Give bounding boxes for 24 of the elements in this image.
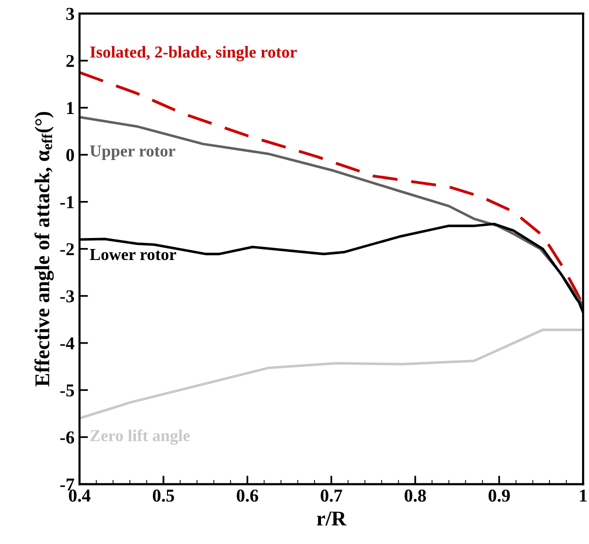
series-label: Upper rotor xyxy=(90,146,176,160)
y-tick-label: -5 xyxy=(60,384,74,396)
y-axis-title: Effective angle of attack, α$_{eff}$(°) xyxy=(34,112,54,386)
x-tick-label: 0.5 xyxy=(152,490,174,502)
x-tick-label: 1 xyxy=(580,490,587,502)
y-tick-label: 0 xyxy=(66,149,74,162)
y-tick-label: -4 xyxy=(60,337,74,350)
y-tick-label: -2 xyxy=(60,243,74,256)
series-label: Lower rotor xyxy=(90,249,176,260)
x-axis-title: r/R xyxy=(316,512,347,526)
series-label: Isolated, 2-blade, single rotor xyxy=(90,46,297,62)
x-tick-label: 0.6 xyxy=(236,490,258,502)
y-tick-label: 2 xyxy=(66,54,74,67)
x-tick-label: 0.9 xyxy=(488,490,510,502)
x-tick-label: 0.8 xyxy=(404,490,426,502)
y-tick-label: 1 xyxy=(67,102,74,114)
y-tick-label: -6 xyxy=(60,431,74,444)
y-tick-label: -1 xyxy=(60,196,74,208)
y-tick-label: -7 xyxy=(60,478,74,490)
y-tick-label: -3 xyxy=(60,290,74,302)
x-tick-label: 0.4 xyxy=(68,490,90,502)
x-tick-label: 0.7 xyxy=(320,490,342,502)
y-tick-label: 3 xyxy=(66,8,74,20)
line-series xyxy=(80,328,584,420)
